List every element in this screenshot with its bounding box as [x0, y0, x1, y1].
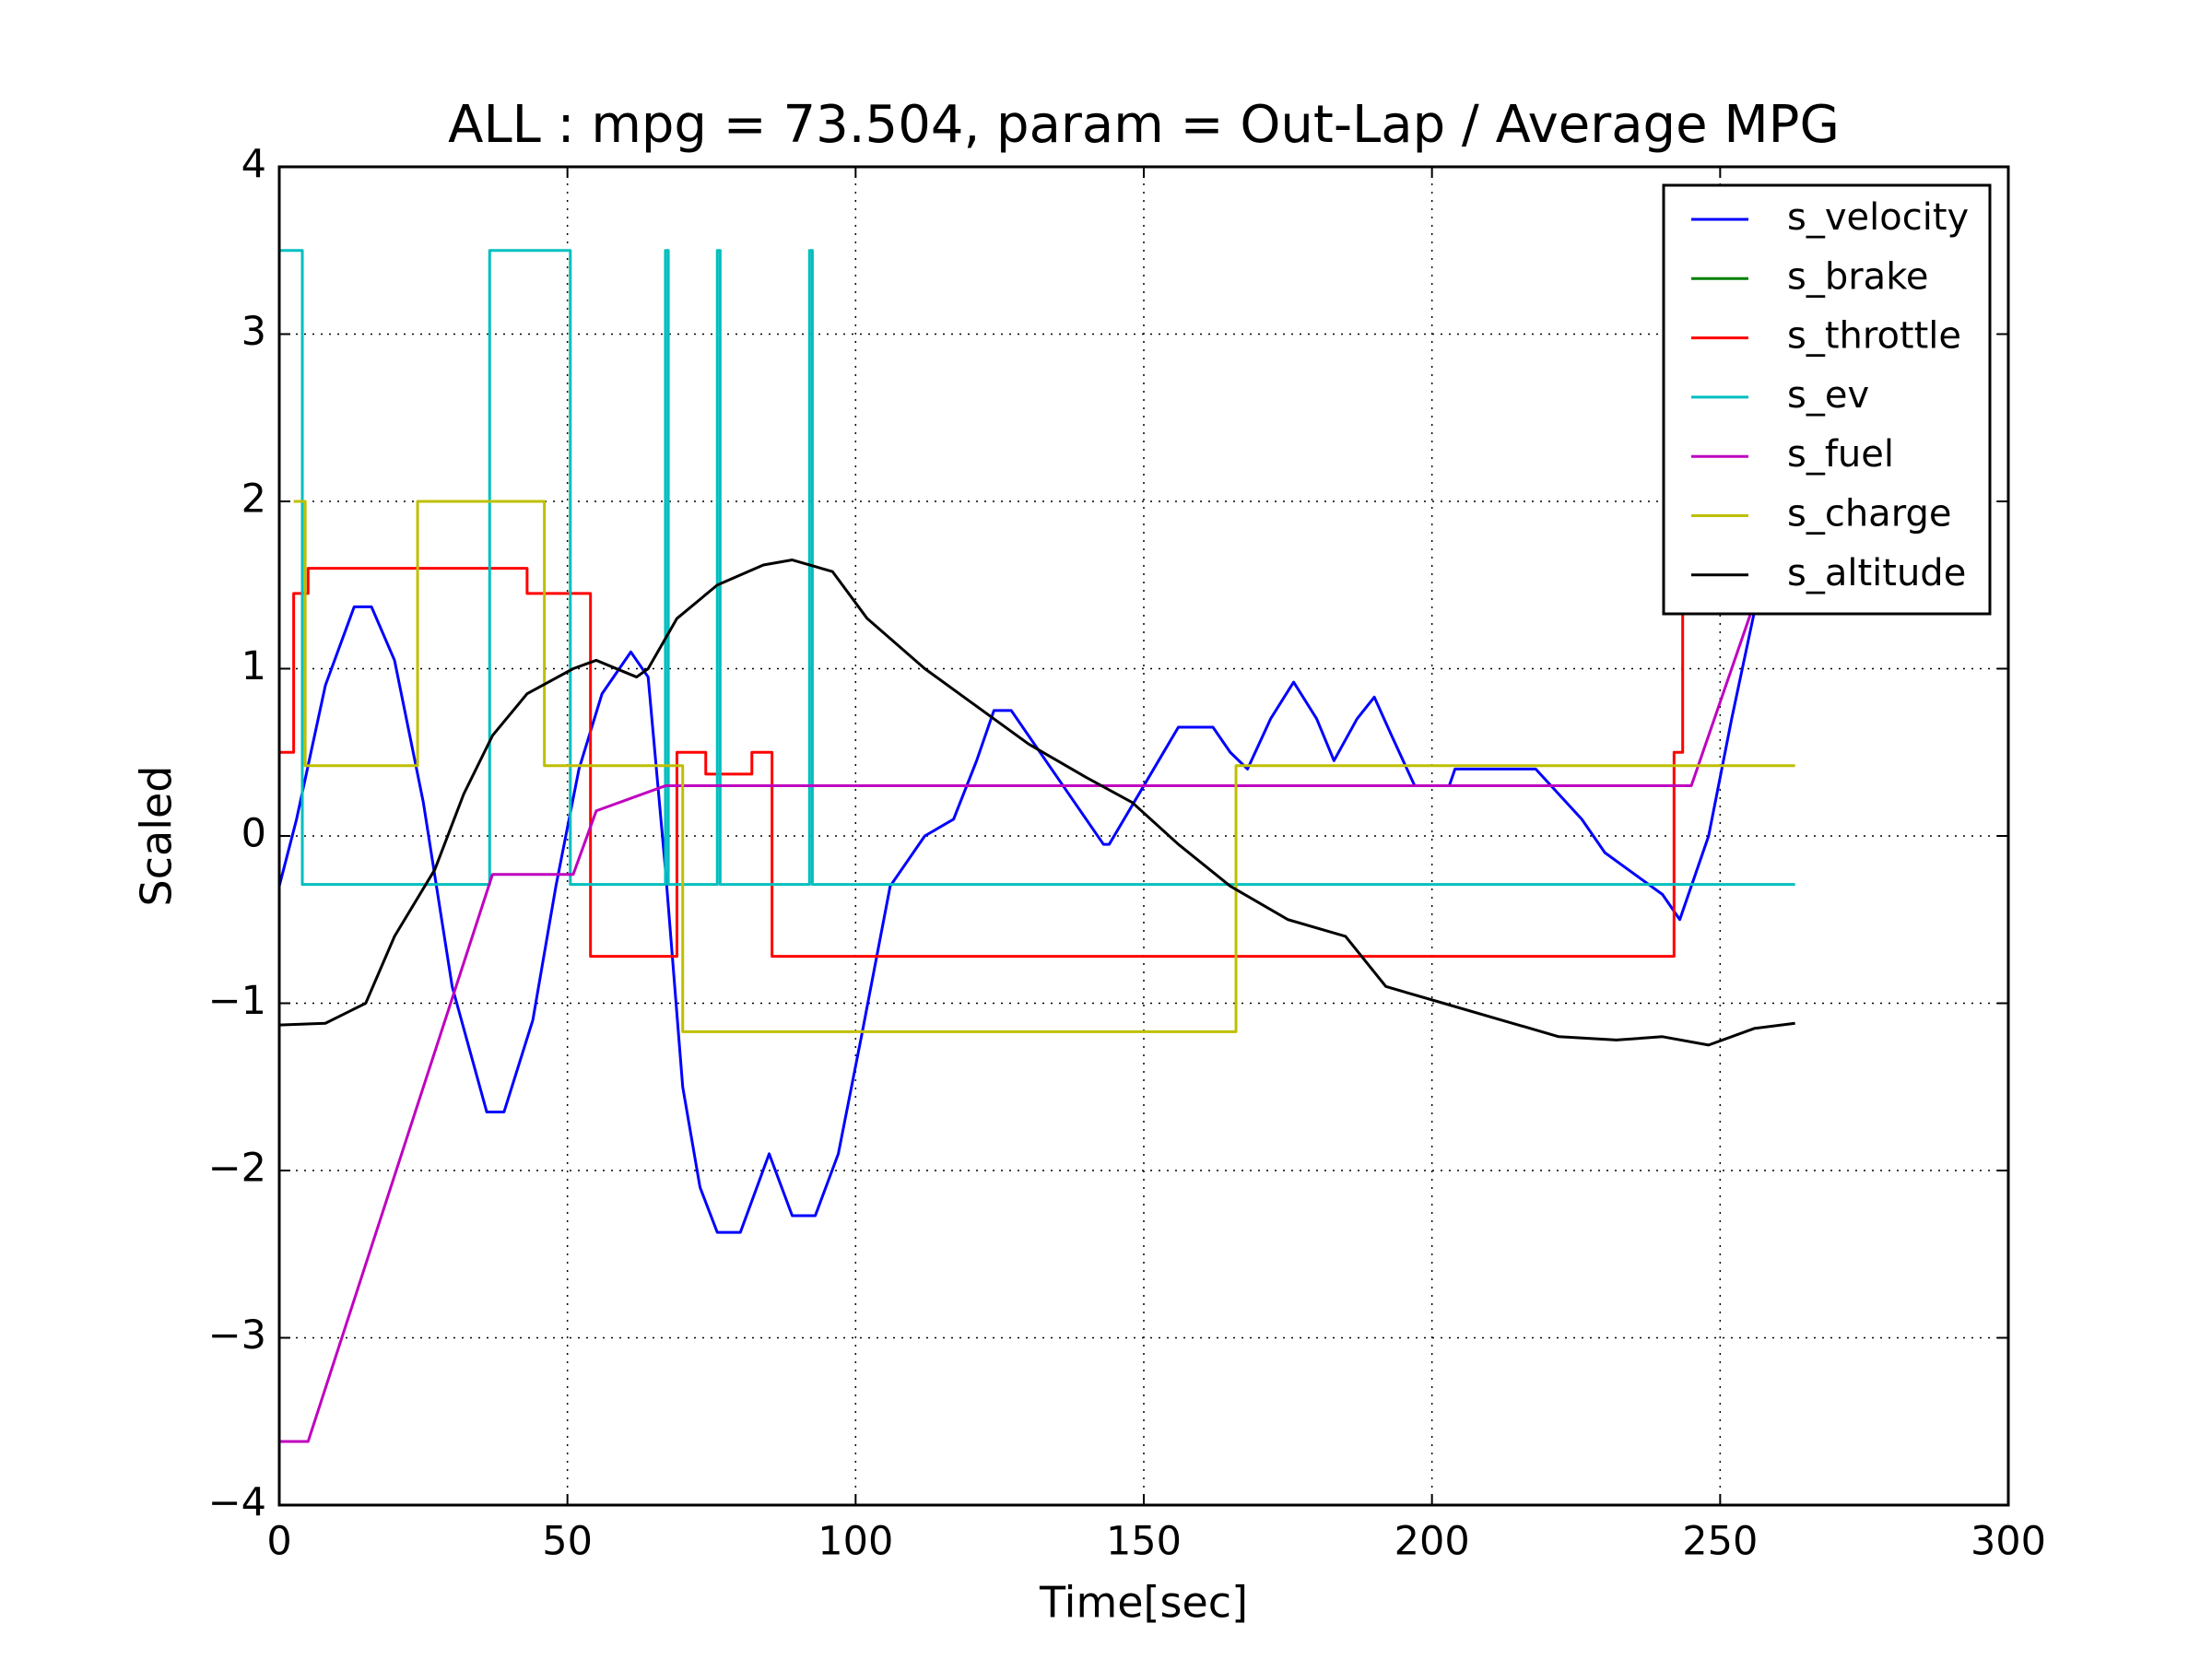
chart-title: ALL : mpg = 73.504, param = Out-Lap / Av…: [448, 95, 1840, 155]
y-axis-label: Scaled: [132, 766, 182, 907]
y-tick-label: 2: [241, 477, 266, 523]
legend-label: s_velocity: [1787, 196, 1969, 239]
x-tick-label: 200: [1394, 1519, 1470, 1565]
y-tick-label: 4: [241, 142, 266, 188]
x-tick-label: 300: [1971, 1519, 2046, 1565]
x-tick-label: 100: [818, 1519, 893, 1565]
y-tick-label: 3: [241, 309, 266, 355]
legend: s_velocity s_brake s_throttle s_ev s_fuel s_c…: [1662, 183, 1992, 616]
legend-label: s_altitude: [1787, 552, 1966, 594]
y-tick-label: 1: [241, 643, 266, 689]
y-tick-label: −1: [208, 978, 266, 1024]
x-tick-label: 150: [1106, 1519, 1182, 1565]
legend-box: [1662, 183, 1992, 616]
x-axis-label: Time[sec]: [1039, 1578, 1248, 1628]
legend-label: s_fuel: [1787, 433, 1894, 476]
legend-label: s_brake: [1787, 255, 1929, 298]
legend-label: s_charge: [1787, 493, 1951, 535]
x-tick-label: 0: [266, 1519, 291, 1565]
legend-label: s_ev: [1787, 374, 1869, 417]
y-tick-label: −2: [208, 1146, 266, 1192]
series-line: [279, 559, 1795, 1047]
series-line: [279, 567, 1721, 959]
series-line: [279, 249, 1795, 887]
x-tick-label: 50: [542, 1519, 593, 1565]
y-tick-label: −3: [208, 1312, 266, 1359]
series-line: [293, 500, 1795, 1033]
legend-label: s_throttle: [1787, 315, 1961, 358]
y-tick-label: −4: [208, 1480, 266, 1526]
x-tick-label: 250: [1682, 1519, 1758, 1565]
y-tick-label: 0: [241, 811, 266, 857]
ticks: 0 50 100 150 200 250 300 −4 −3 −2 −1 0 1 2 3 4: [208, 142, 2046, 1565]
series-line: [279, 605, 1757, 1234]
plot-lines: [279, 249, 1795, 1443]
series-line: [279, 601, 1757, 1443]
